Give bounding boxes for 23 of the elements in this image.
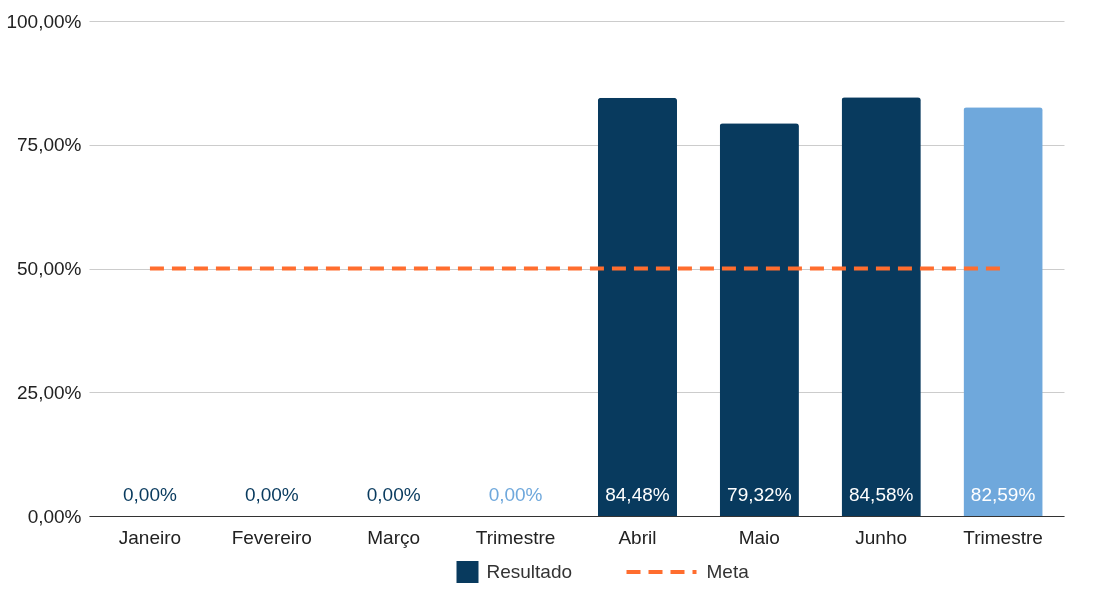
data-label: 0,00% (123, 484, 177, 505)
data-label: 84,48% (605, 484, 670, 505)
data-label: 0,00% (366, 484, 421, 505)
data-label: 79,32% (727, 484, 792, 505)
data-label: 0,00% (488, 484, 543, 505)
data-label: 82,59% (970, 484, 1036, 505)
x-tick-label: Trimestre (963, 526, 1043, 548)
data-label: 0,00% (244, 484, 299, 505)
x-tick-label: Junho (855, 526, 908, 548)
y-tick-label: 75,00% (17, 134, 82, 156)
x-tick-label: Trimestre (475, 526, 556, 548)
data-label: 84,58% (848, 484, 914, 505)
x-tick-label: Maio (738, 526, 780, 548)
y-tick-label: 0,00% (27, 505, 82, 527)
y-tick-label: 25,00% (17, 381, 82, 403)
x-tick-label: Abril (618, 526, 657, 548)
legend-label: Resultado (486, 561, 573, 582)
y-tick-label: 100,00% (6, 10, 82, 32)
legend-label: Meta (706, 561, 750, 582)
x-tick-label: Fevereiro (231, 526, 312, 548)
x-tick-label: Março (367, 526, 421, 548)
x-tick-label: Janeiro (118, 526, 182, 548)
y-tick-label: 50,00% (17, 258, 82, 279)
